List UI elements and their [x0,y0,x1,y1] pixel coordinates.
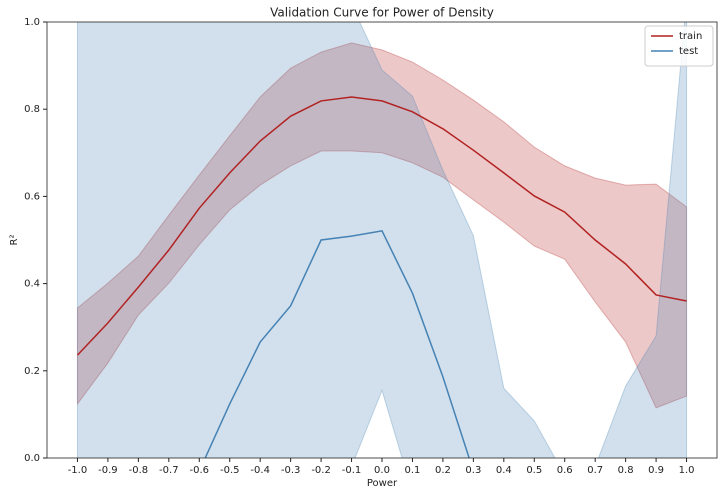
y-tick-label: 0.0 [24,453,40,464]
x-tick-label: 0.8 [618,465,634,476]
x-tick-label: 0.3 [465,465,481,476]
confidence-band [76,22,688,458]
x-tick-label: -0.4 [250,465,270,476]
x-tick-label: -0.7 [159,465,179,476]
x-tick-label: 0.4 [496,465,512,476]
x-tick-label: -0.3 [281,465,301,476]
y-tick-label: 0.6 [24,191,40,202]
x-tick-label: 0.9 [648,465,664,476]
y-axis-label: R² [9,235,20,246]
x-tick-label: -0.2 [311,465,331,476]
x-tick-label: -0.1 [342,465,362,476]
x-tick-label: -1.0 [68,465,88,476]
legend-label: test [679,46,698,57]
x-tick-label: 0.2 [435,465,451,476]
x-tick-label: 0.0 [374,465,390,476]
x-tick-label: 0.6 [557,465,573,476]
x-tick-label: -0.5 [220,465,240,476]
x-axis-label: Power [367,478,398,489]
y-tick-label: 1.0 [24,17,40,28]
x-tick-label: -0.6 [190,465,210,476]
x-tick-label: 1.0 [679,465,695,476]
line [76,96,687,356]
y-tick-label: 0.4 [24,279,40,290]
x-tick-label: -0.9 [98,465,118,476]
x-tick-label: 0.7 [587,465,603,476]
x-tick-label: -0.8 [129,465,149,476]
x-tick-label: 0.1 [405,465,421,476]
plot-area [76,22,688,458]
chart-title: Validation Curve for Power of Density [270,6,494,20]
x-tick-label: 0.5 [526,465,542,476]
line [204,230,470,458]
legend-label: train [679,31,702,42]
y-tick-label: 0.8 [24,104,40,115]
y-tick-label: 0.2 [24,366,40,377]
confidence-band [76,42,688,409]
